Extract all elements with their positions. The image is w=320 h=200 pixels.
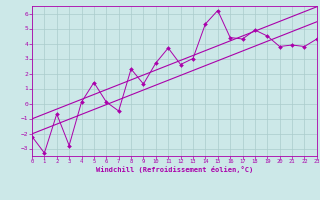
X-axis label: Windchill (Refroidissement éolien,°C): Windchill (Refroidissement éolien,°C) [96,166,253,173]
